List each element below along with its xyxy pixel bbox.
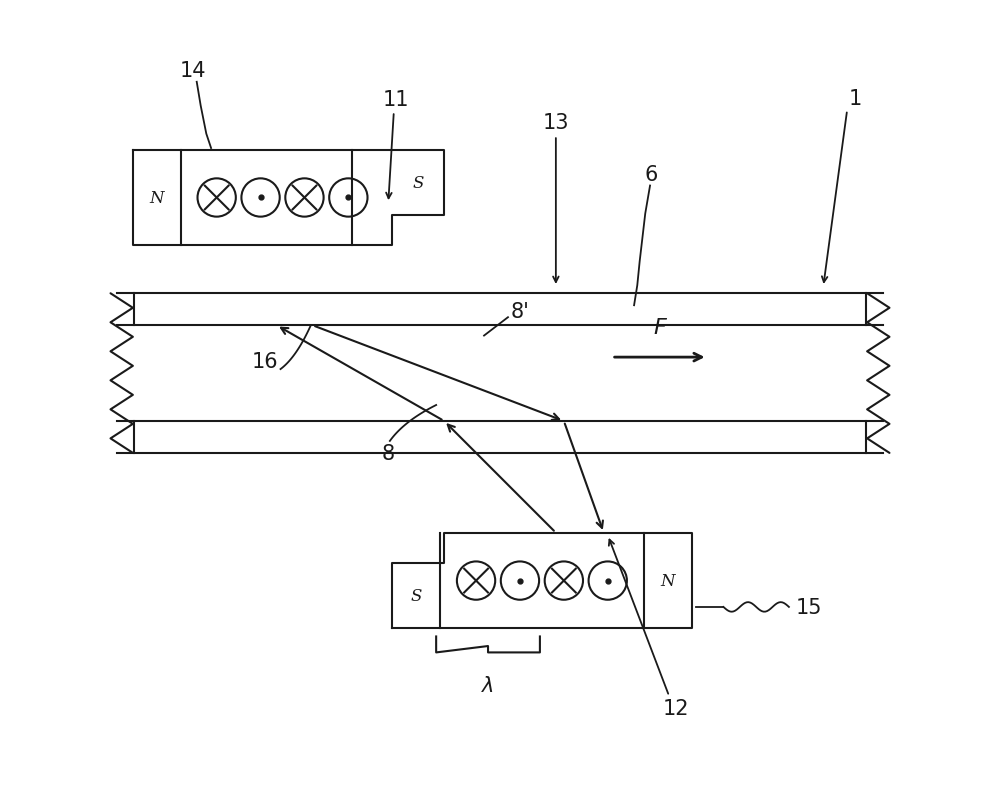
Text: 15: 15 [795,597,822,617]
Text: 14: 14 [179,61,206,80]
Text: 6: 6 [645,165,658,184]
Text: 12: 12 [662,698,689,719]
Text: 1: 1 [849,88,862,109]
Text: 8': 8' [511,302,529,321]
Text: 16: 16 [251,352,278,371]
Text: 13: 13 [543,113,569,132]
Text: F: F [653,318,666,337]
Text: N: N [150,190,164,207]
Text: $\lambda$: $\lambda$ [481,675,495,695]
Text: S: S [411,587,422,604]
Text: 11: 11 [383,90,409,110]
Text: N: N [660,573,675,590]
Text: 8: 8 [382,444,395,463]
Text: S: S [413,174,424,191]
